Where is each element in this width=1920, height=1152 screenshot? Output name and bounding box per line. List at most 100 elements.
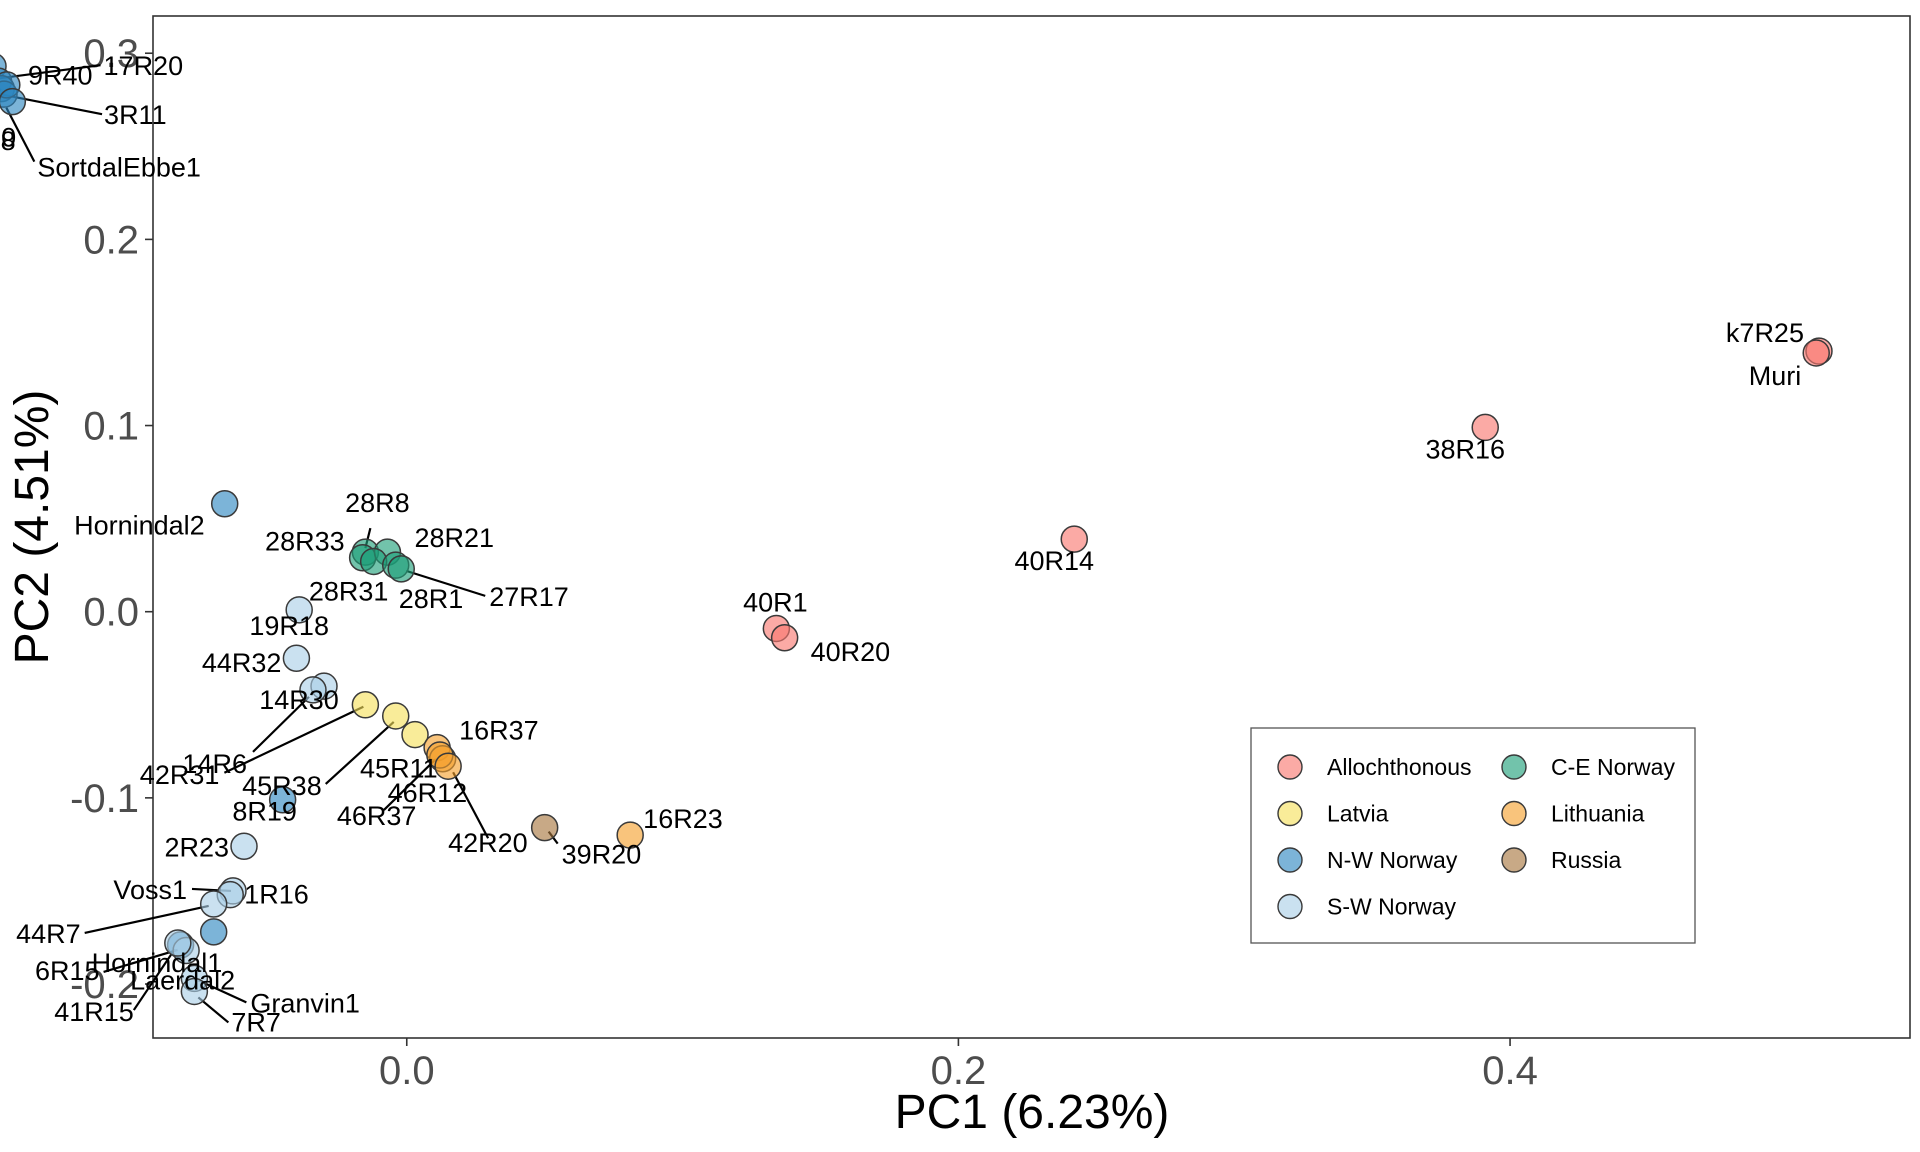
point-38r16 xyxy=(1471,413,1499,442)
y-tick-label: 0.0 xyxy=(83,591,139,635)
point-39r20 xyxy=(530,813,559,842)
leader-line-45r38 xyxy=(324,721,395,785)
point-45r38 xyxy=(381,702,410,730)
point-label-46r12: 46R12 xyxy=(388,778,468,808)
leader-line-14r6 xyxy=(252,696,310,753)
leader-line-27r17 xyxy=(405,569,486,597)
x-tick-label: 0.4 xyxy=(1482,1049,1538,1093)
point-label-voss1: Voss1 xyxy=(113,875,187,905)
point-label-8r19: 8R19 xyxy=(232,797,297,827)
point-label-28r21: 28R21 xyxy=(414,523,494,553)
legend-marker-latvia xyxy=(1277,800,1303,827)
point-muri xyxy=(1802,339,1830,367)
data-point-labels: 21R409R4017R2041R103R1121R38SortdalEbbe1… xyxy=(0,51,1804,1037)
plot-border xyxy=(152,15,1911,1039)
legend-label-n-w-norway: N-W Norway xyxy=(1327,847,1458,873)
point-label-16r37: 16R37 xyxy=(459,716,539,746)
point-label-46r37: 46R37 xyxy=(337,801,417,831)
y-tick-label: -0.2 xyxy=(70,963,139,1007)
legend-marker-lithuania xyxy=(1501,800,1527,827)
y-tick-label: 0.1 xyxy=(83,405,139,449)
y-tick-label: -0.1 xyxy=(70,777,139,821)
leader-line-sortdalebbe1 xyxy=(5,107,36,163)
x-tick-label: 0.2 xyxy=(931,1049,987,1093)
point-label-17r20: 17R20 xyxy=(104,51,184,81)
axes: 0.0 0.2 0.4 -0.2 -0.1 0.0 0.1 0.2 0.3 xyxy=(70,32,1538,1093)
legend-marker-n-w-norway xyxy=(1277,847,1303,873)
point-16r23 xyxy=(616,821,644,849)
point-label-sortdalebbe1: SortdalEbbe1 xyxy=(37,153,201,183)
legend-label-s-w-norway: S-W Norway xyxy=(1327,894,1457,920)
point-41r15 xyxy=(164,929,192,957)
legend-label-allochthonous: Allochthonous xyxy=(1327,754,1472,780)
point-label-28r33: 28R33 xyxy=(265,527,345,557)
legend-label-latvia: Latvia xyxy=(1327,801,1389,827)
leader-line-42r31 xyxy=(223,705,364,774)
point-label-44r32: 44R32 xyxy=(202,648,282,678)
legend-marker-russia xyxy=(1501,847,1527,873)
point-label-3r11: 3R11 xyxy=(104,100,167,130)
point-40r14 xyxy=(1060,525,1089,553)
point-label-45r38: 45R38 xyxy=(242,771,322,801)
point-label-42r31: 42R31 xyxy=(140,760,220,790)
point-label-42r20: 42R20 xyxy=(448,828,528,858)
point-label-45r11: 45R11 xyxy=(360,754,438,784)
point-label-44r7: 44R7 xyxy=(16,919,81,949)
leader-line-41r15 xyxy=(132,948,176,1011)
leader-line-46r37 xyxy=(383,758,437,811)
leader-line-6r15 xyxy=(103,948,178,973)
point-2r23 xyxy=(230,832,258,861)
legend-label-russia: Russia xyxy=(1551,847,1622,873)
legend-marker-allochthonous xyxy=(1277,754,1303,780)
point-42r20 xyxy=(434,752,462,780)
point-label-1r16: 1R16 xyxy=(244,880,309,910)
point-45r11 xyxy=(401,720,429,749)
plot-area xyxy=(152,15,1911,1039)
point-label-28r31: 28R31 xyxy=(309,576,389,606)
label-leader-lines xyxy=(0,64,559,1024)
point-label-9r40: 9R40 xyxy=(28,60,93,90)
point-sortdalebbe1 xyxy=(0,87,27,116)
point-8r19 xyxy=(268,785,297,814)
point-40r20 xyxy=(770,624,799,652)
point-label-2r23: 2R23 xyxy=(164,832,229,862)
legend: Allochthonous C-E Norway Latvia Lithuania N-… xyxy=(1250,727,1696,944)
y-axis-title: PC2 (4.51%) xyxy=(6,390,59,665)
point-27r17 xyxy=(387,555,415,583)
point-44r32 xyxy=(282,644,311,672)
point-label-k7r25: k7R25 xyxy=(1726,318,1804,348)
point-19r18 xyxy=(285,596,313,624)
y-tick-label: 0.3 xyxy=(83,32,139,76)
point-label-14r30: 14R30 xyxy=(259,685,339,715)
legend-marker-s-w-norway xyxy=(1277,893,1303,920)
point-label-16r23: 16R23 xyxy=(643,804,723,834)
legend-label-c-e-norway: C-E Norway xyxy=(1551,754,1675,780)
point-label-40r14: 40R14 xyxy=(1014,546,1094,576)
point-7r7 xyxy=(180,977,209,1006)
point-label-40r20: 40R20 xyxy=(811,637,891,667)
point-hornindal2 xyxy=(210,489,239,518)
point-label-14r6: 14R6 xyxy=(182,749,247,779)
point-label-granvin1: Granvin1 xyxy=(250,988,360,1018)
x-axis-title: PC1 (6.23%) xyxy=(895,1086,1170,1139)
leader-line-42r20 xyxy=(452,771,490,839)
point-label-41r15: 41R15 xyxy=(54,997,134,1027)
point-label-7r7: 7R7 xyxy=(231,1007,281,1037)
legend-marker-c-e-norway xyxy=(1501,754,1527,780)
point-label-hornindal2: Hornindal2 xyxy=(74,511,205,541)
point-label-39r20: 39R20 xyxy=(562,840,642,870)
x-tick-label: 0.0 xyxy=(379,1049,435,1093)
point-label-muri: Muri xyxy=(1749,361,1802,391)
point-hornindal1 xyxy=(199,918,228,946)
point-44r7 xyxy=(199,890,228,918)
point-14r6 xyxy=(299,676,327,704)
point-label-41r10: 41R10 xyxy=(0,123,16,153)
point-label-40r1: 40R1 xyxy=(743,587,808,617)
point-label-27r17: 27R17 xyxy=(489,582,569,612)
point-label-hornindal1: Hornindal1 xyxy=(92,948,223,978)
data-points xyxy=(0,54,1833,1006)
point-label-laerdal2: Laerdal2 xyxy=(130,966,235,996)
legend-box xyxy=(1250,727,1696,944)
